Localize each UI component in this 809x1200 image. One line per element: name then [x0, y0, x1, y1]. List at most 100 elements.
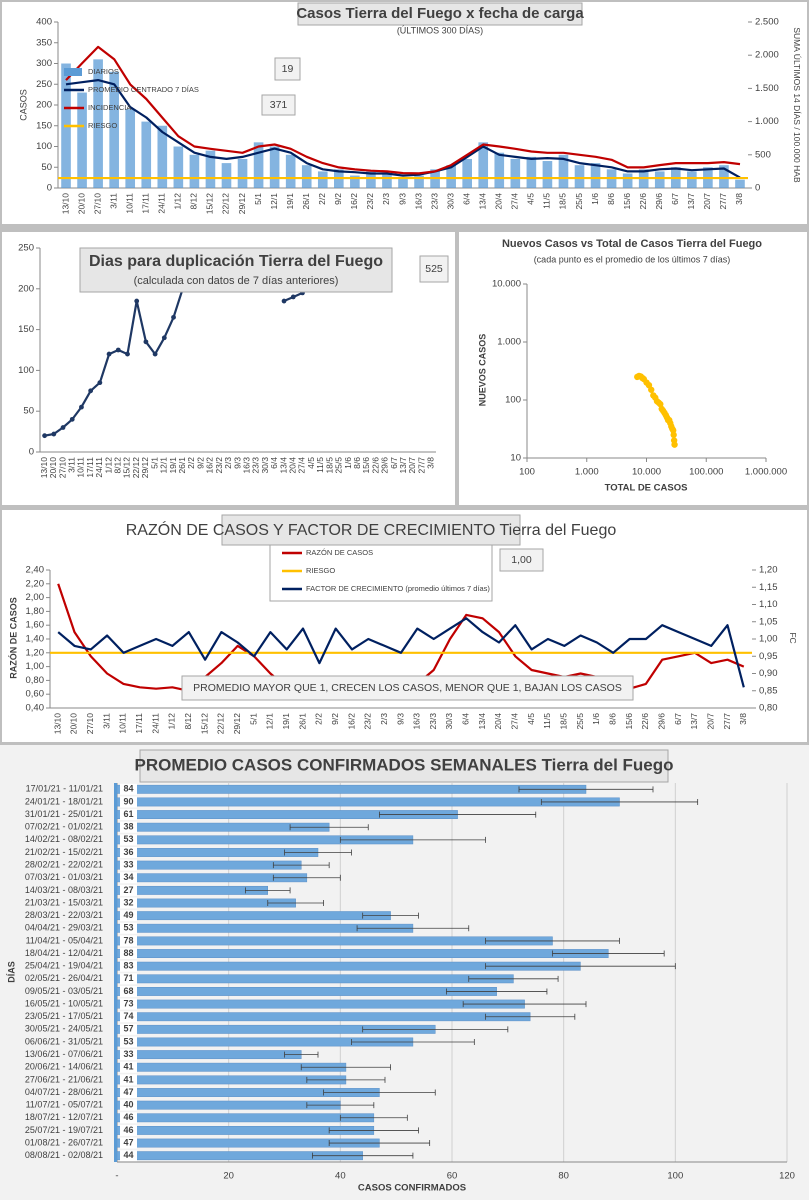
bar	[366, 171, 376, 188]
x-tick-label: 8/12	[183, 713, 193, 730]
x-tick-label: 17/11	[141, 193, 151, 214]
value-label: 32	[123, 897, 133, 907]
bar	[125, 109, 136, 188]
y-tick-label: 17/01/21 - 11/01/21	[26, 784, 103, 794]
line-marker	[106, 351, 112, 357]
value-label: 71	[123, 973, 133, 983]
annotation: 371	[270, 99, 288, 111]
bar	[382, 173, 392, 188]
legend-label: RIESGO	[88, 121, 117, 130]
x-tick-label: 8/6	[352, 457, 362, 469]
y-tick-label: 300	[36, 58, 52, 69]
y-tick-label: 13/06/21 - 07/06/21	[25, 1049, 103, 1059]
error-bar	[267, 900, 324, 907]
scatter-point	[648, 386, 655, 393]
x-tick-label: 8/12	[189, 193, 199, 210]
x-tick-label: 4/5	[306, 457, 316, 469]
line-marker	[60, 425, 66, 430]
x-tick-label: -	[115, 1171, 118, 1182]
y-tick-label: 0,80	[26, 675, 45, 686]
x-tick-label: 5/1	[253, 193, 263, 205]
chart-subtitle: (cada punto es el promedio de los último…	[534, 254, 731, 264]
x-tick-label: 27/4	[297, 457, 307, 474]
x-tick-label: 8/12	[113, 457, 123, 474]
bar	[116, 949, 609, 958]
x-tick-label: 15/6	[622, 193, 632, 210]
bar	[494, 152, 505, 188]
x-tick-label: 1.000	[575, 467, 599, 478]
y-tick-label: 250	[36, 79, 52, 90]
bar	[253, 142, 264, 188]
x-tick-label: 100	[667, 1171, 683, 1182]
x-tick-label: 15/12	[199, 713, 209, 735]
error-bar	[540, 798, 699, 805]
bar	[735, 179, 745, 188]
x-axis-label: CASOS CONFIRMADOS	[358, 1183, 466, 1194]
x-tick-label: 100	[519, 467, 535, 478]
value-label: 88	[123, 948, 133, 958]
x-tick-label: 27/10	[92, 193, 102, 215]
chart-title: RAZÓN DE CASOS Y FACTOR DE CRECIMIENTO T…	[126, 520, 617, 539]
y-tick-label: 14/03/21 - 08/03/21	[25, 885, 103, 895]
y2-tick-label: 500	[755, 149, 771, 160]
y-tick-label: 1,60	[26, 620, 45, 631]
x-tick-label: 12/1	[159, 457, 169, 474]
value-label: 40	[123, 1100, 133, 1110]
error-bar	[284, 849, 352, 856]
x-tick-label: 20/7	[705, 713, 715, 730]
bar	[317, 171, 328, 188]
x-tick-label: 29/12	[232, 713, 242, 735]
y2-tick-label: 0,90	[759, 668, 778, 679]
error-bar	[339, 836, 486, 843]
x-tick-label: 13/10	[52, 713, 62, 735]
bar	[590, 163, 601, 188]
x-tick-label: 11/5	[542, 713, 552, 729]
y-tick-label: 08/08/21 - 02/08/21	[25, 1150, 103, 1160]
bar	[269, 146, 280, 188]
error-bar	[351, 1038, 475, 1045]
legend-label: INCIDENCIA	[88, 103, 131, 112]
y2-axis-label: FC	[788, 632, 798, 643]
value-label-box	[120, 846, 137, 858]
error-bar	[289, 824, 369, 831]
y-tick-label: 1,80	[26, 606, 45, 617]
y-axis-label: CASOS	[18, 89, 28, 121]
value-label-box	[120, 948, 137, 960]
y-tick-label: 25/07/21 - 19/07/21	[25, 1125, 103, 1135]
x-tick-label: 9/2	[195, 457, 205, 469]
value-label-box	[120, 1036, 137, 1048]
x-tick-label: 10/11	[124, 193, 134, 214]
x-tick-label: 3/8	[426, 457, 436, 469]
x-tick-label: 22/6	[638, 193, 648, 210]
value-label: 38	[123, 822, 133, 832]
legend-box	[269, 544, 493, 602]
bar	[398, 177, 408, 188]
value-label-box	[120, 796, 137, 808]
value-label: 78	[123, 935, 133, 945]
x-axis-label: TOTAL DE CASOS	[605, 483, 688, 494]
value-label: 90	[123, 796, 133, 806]
x-tick-label: 6/7	[389, 457, 399, 469]
y-tick-label: 400	[36, 17, 52, 28]
y-tick-label: 18/07/21 - 12/07/21	[25, 1112, 103, 1122]
y2-tick-label: 1,15	[759, 582, 778, 593]
value-label-box	[120, 960, 137, 972]
value-label-box	[120, 1137, 137, 1149]
series-line	[65, 45, 741, 175]
x-tick-label: 2/2	[314, 713, 324, 725]
x-tick-label: 22/12	[131, 457, 141, 479]
chart-title: Casos Tierra del Fuego x fecha de carga	[296, 5, 584, 22]
error-bar	[306, 1102, 375, 1109]
y-tick-label: 150	[18, 324, 34, 335]
bar	[558, 154, 569, 188]
error-bar	[485, 1013, 576, 1020]
y-tick-label: 10.000	[492, 279, 521, 290]
x-tick-label: 2/3	[223, 457, 233, 469]
y-tick-label: 1,00	[26, 661, 45, 672]
y-tick-label: 2,00	[26, 592, 45, 603]
legend-label: RAZÓN DE CASOS	[306, 548, 373, 557]
x-tick-label: 100.000	[689, 467, 723, 478]
error-bar	[362, 1026, 509, 1033]
x-tick-label: 25/5	[574, 193, 584, 210]
x-tick-label: 4/5	[526, 193, 536, 205]
